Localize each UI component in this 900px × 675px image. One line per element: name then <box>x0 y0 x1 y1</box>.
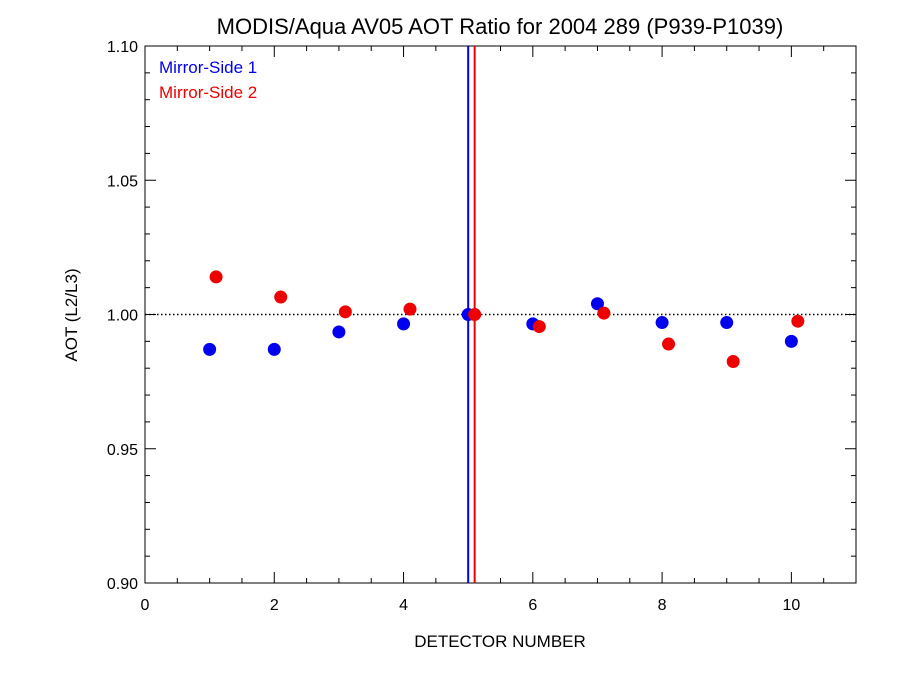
y-tick-label: 0.95 <box>107 442 138 459</box>
legend-entry: Mirror-Side 1 <box>159 58 257 77</box>
y-axis-label: AOT (L2/L3) <box>62 268 81 361</box>
x-tick-label: 8 <box>658 597 667 614</box>
legend: Mirror-Side 1 Mirror-Side 2 <box>159 58 257 102</box>
y-tick-label: 0.90 <box>107 576 138 593</box>
data-point-series-1 <box>332 325 346 339</box>
data-point-series-1 <box>397 317 411 331</box>
data-point-series-2 <box>338 305 352 319</box>
data-point-series-1 <box>720 316 734 330</box>
data-point-series-2 <box>532 320 546 334</box>
data-point-series-1 <box>655 316 669 330</box>
data-point-series-2 <box>274 290 288 304</box>
x-tick-label: 0 <box>141 597 150 614</box>
data-point-series-2 <box>209 270 223 284</box>
data-point-series-2 <box>597 306 611 320</box>
data-point-series-2 <box>662 337 676 351</box>
y-tick-label: 1.05 <box>107 173 138 190</box>
x-tick-label: 2 <box>270 597 279 614</box>
plot-area: 0 2 4 6 8 10 0.90 0.95 1.00 1.05 1.10 <box>107 39 857 614</box>
x-axis-label: DETECTOR NUMBER <box>414 632 586 651</box>
data-point-series-1 <box>203 342 217 356</box>
y-tick-label: 1.00 <box>107 308 138 325</box>
legend-entry: Mirror-Side 2 <box>159 83 257 102</box>
x-tick-label: 6 <box>528 597 537 614</box>
y-tick-label: 1.10 <box>107 39 138 56</box>
x-tick-label: 4 <box>399 597 408 614</box>
data-point-series-1 <box>590 297 604 311</box>
data-point-series-1 <box>784 334 798 348</box>
data-point-series-2 <box>791 314 805 328</box>
data-point-series-2 <box>468 308 482 321</box>
x-tick-label: 10 <box>782 597 800 614</box>
data-point-series-2 <box>726 354 740 368</box>
data-point-series-1 <box>267 342 281 356</box>
chart-title: MODIS/Aqua AV05 AOT Ratio for 2004 289 (… <box>217 14 784 39</box>
data-point-series-2 <box>403 302 417 316</box>
